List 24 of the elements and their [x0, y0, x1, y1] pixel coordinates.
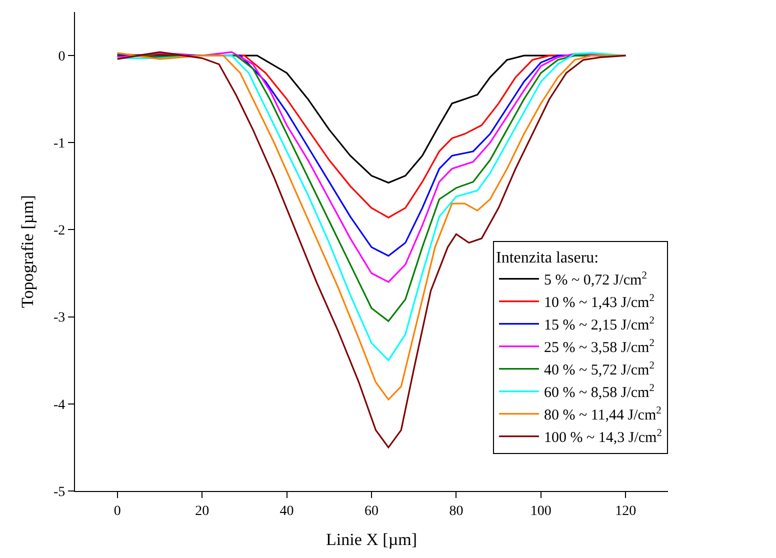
- legend-label: 15 % ~ 2,15 J/cm$^{2}$: [544, 315, 654, 334]
- legend-label: 60 % ~ 8,58 J/cm$^{2}$: [544, 382, 654, 402]
- legend-label: 80 % ~ 11,44 J/cm$^{2}$: [544, 405, 662, 424]
- legend-label: 100 % ~ 14,3 J/cm$^{2}$: [544, 428, 662, 446]
- legend-label: 5 % ~ 0,72 J/cm$^{2}$: [544, 270, 647, 289]
- legend-label: 10 % ~ 1,43 J/cm$^{2}$: [544, 292, 654, 312]
- x-tick-label: 100: [530, 504, 552, 519]
- x-tick-label: 0: [114, 504, 121, 519]
- y-tick-label: 0: [58, 49, 66, 64]
- y-tick-label: -3: [54, 310, 66, 326]
- legend-label: 25 % ~ 3,58 J/cm$^{2}$: [544, 338, 654, 356]
- y-tick-label: -4: [54, 398, 66, 413]
- x-tick-label: 40: [280, 504, 294, 519]
- x-tick-label: 80: [449, 504, 464, 519]
- y-tick-label: -5: [54, 484, 66, 500]
- y-axis-title: Topografie [µm]: [18, 195, 38, 308]
- x-tick-label: 20: [195, 504, 210, 519]
- y-tick-label: -2: [54, 224, 66, 239]
- x-axis-title: Linie X [µm]: [326, 530, 417, 550]
- x-tick-label: 60: [364, 504, 378, 519]
- x-tick-label: 120: [615, 504, 636, 519]
- y-tick-label: -1: [54, 136, 66, 152]
- legend-title: Intenzita laseru:: [496, 250, 599, 267]
- legend-label: 40 % ~ 5,72 J/cm$^{2}$: [544, 360, 654, 379]
